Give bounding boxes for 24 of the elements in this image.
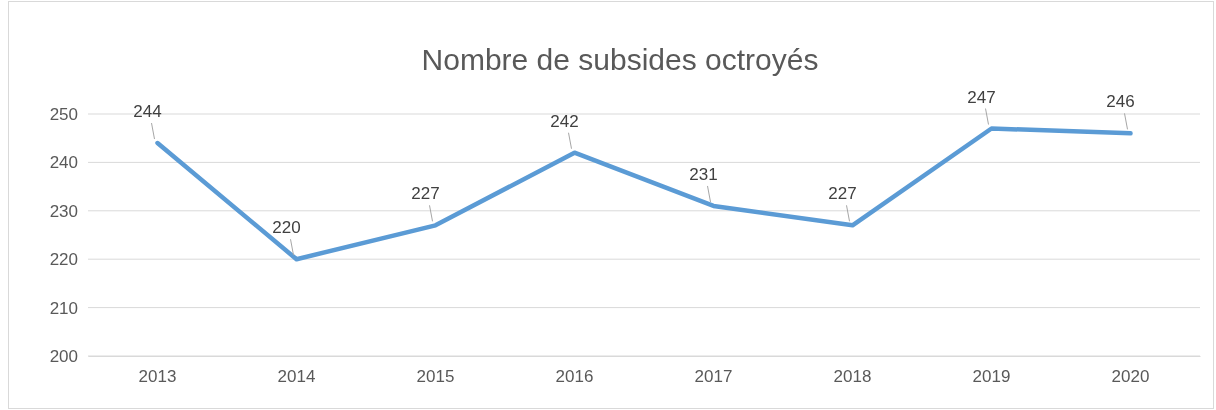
x-tick-label: 2020	[1111, 367, 1150, 387]
data-label: 247	[967, 87, 996, 107]
y-tick-label: 200	[49, 346, 78, 366]
x-tick-label: 2019	[972, 367, 1011, 387]
x-tick-label: 2017	[694, 367, 733, 387]
y-tick-label: 210	[49, 298, 78, 318]
data-label: 242	[550, 111, 579, 131]
x-tick-label: 2014	[277, 367, 316, 387]
y-tick-label: 230	[49, 201, 78, 221]
y-tick-label: 250	[49, 104, 78, 124]
x-tick-label: 2018	[833, 367, 872, 387]
line-series	[155, 126, 1133, 262]
chart-title: Nombre de subsides octroyés	[421, 43, 819, 76]
y-tick-label: 240	[49, 153, 78, 173]
y-tick-label: 220	[49, 250, 78, 270]
x-tick-label: 2015	[416, 367, 455, 387]
data-label: 231	[689, 164, 718, 184]
data-label: 227	[411, 184, 440, 204]
data-label: 244	[133, 102, 162, 122]
data-label: 227	[828, 184, 857, 204]
data-label: 220	[272, 218, 301, 238]
data-label: 246	[1106, 92, 1135, 112]
x-tick-label: 2016	[555, 367, 594, 387]
x-tick-label: 2013	[138, 367, 177, 387]
